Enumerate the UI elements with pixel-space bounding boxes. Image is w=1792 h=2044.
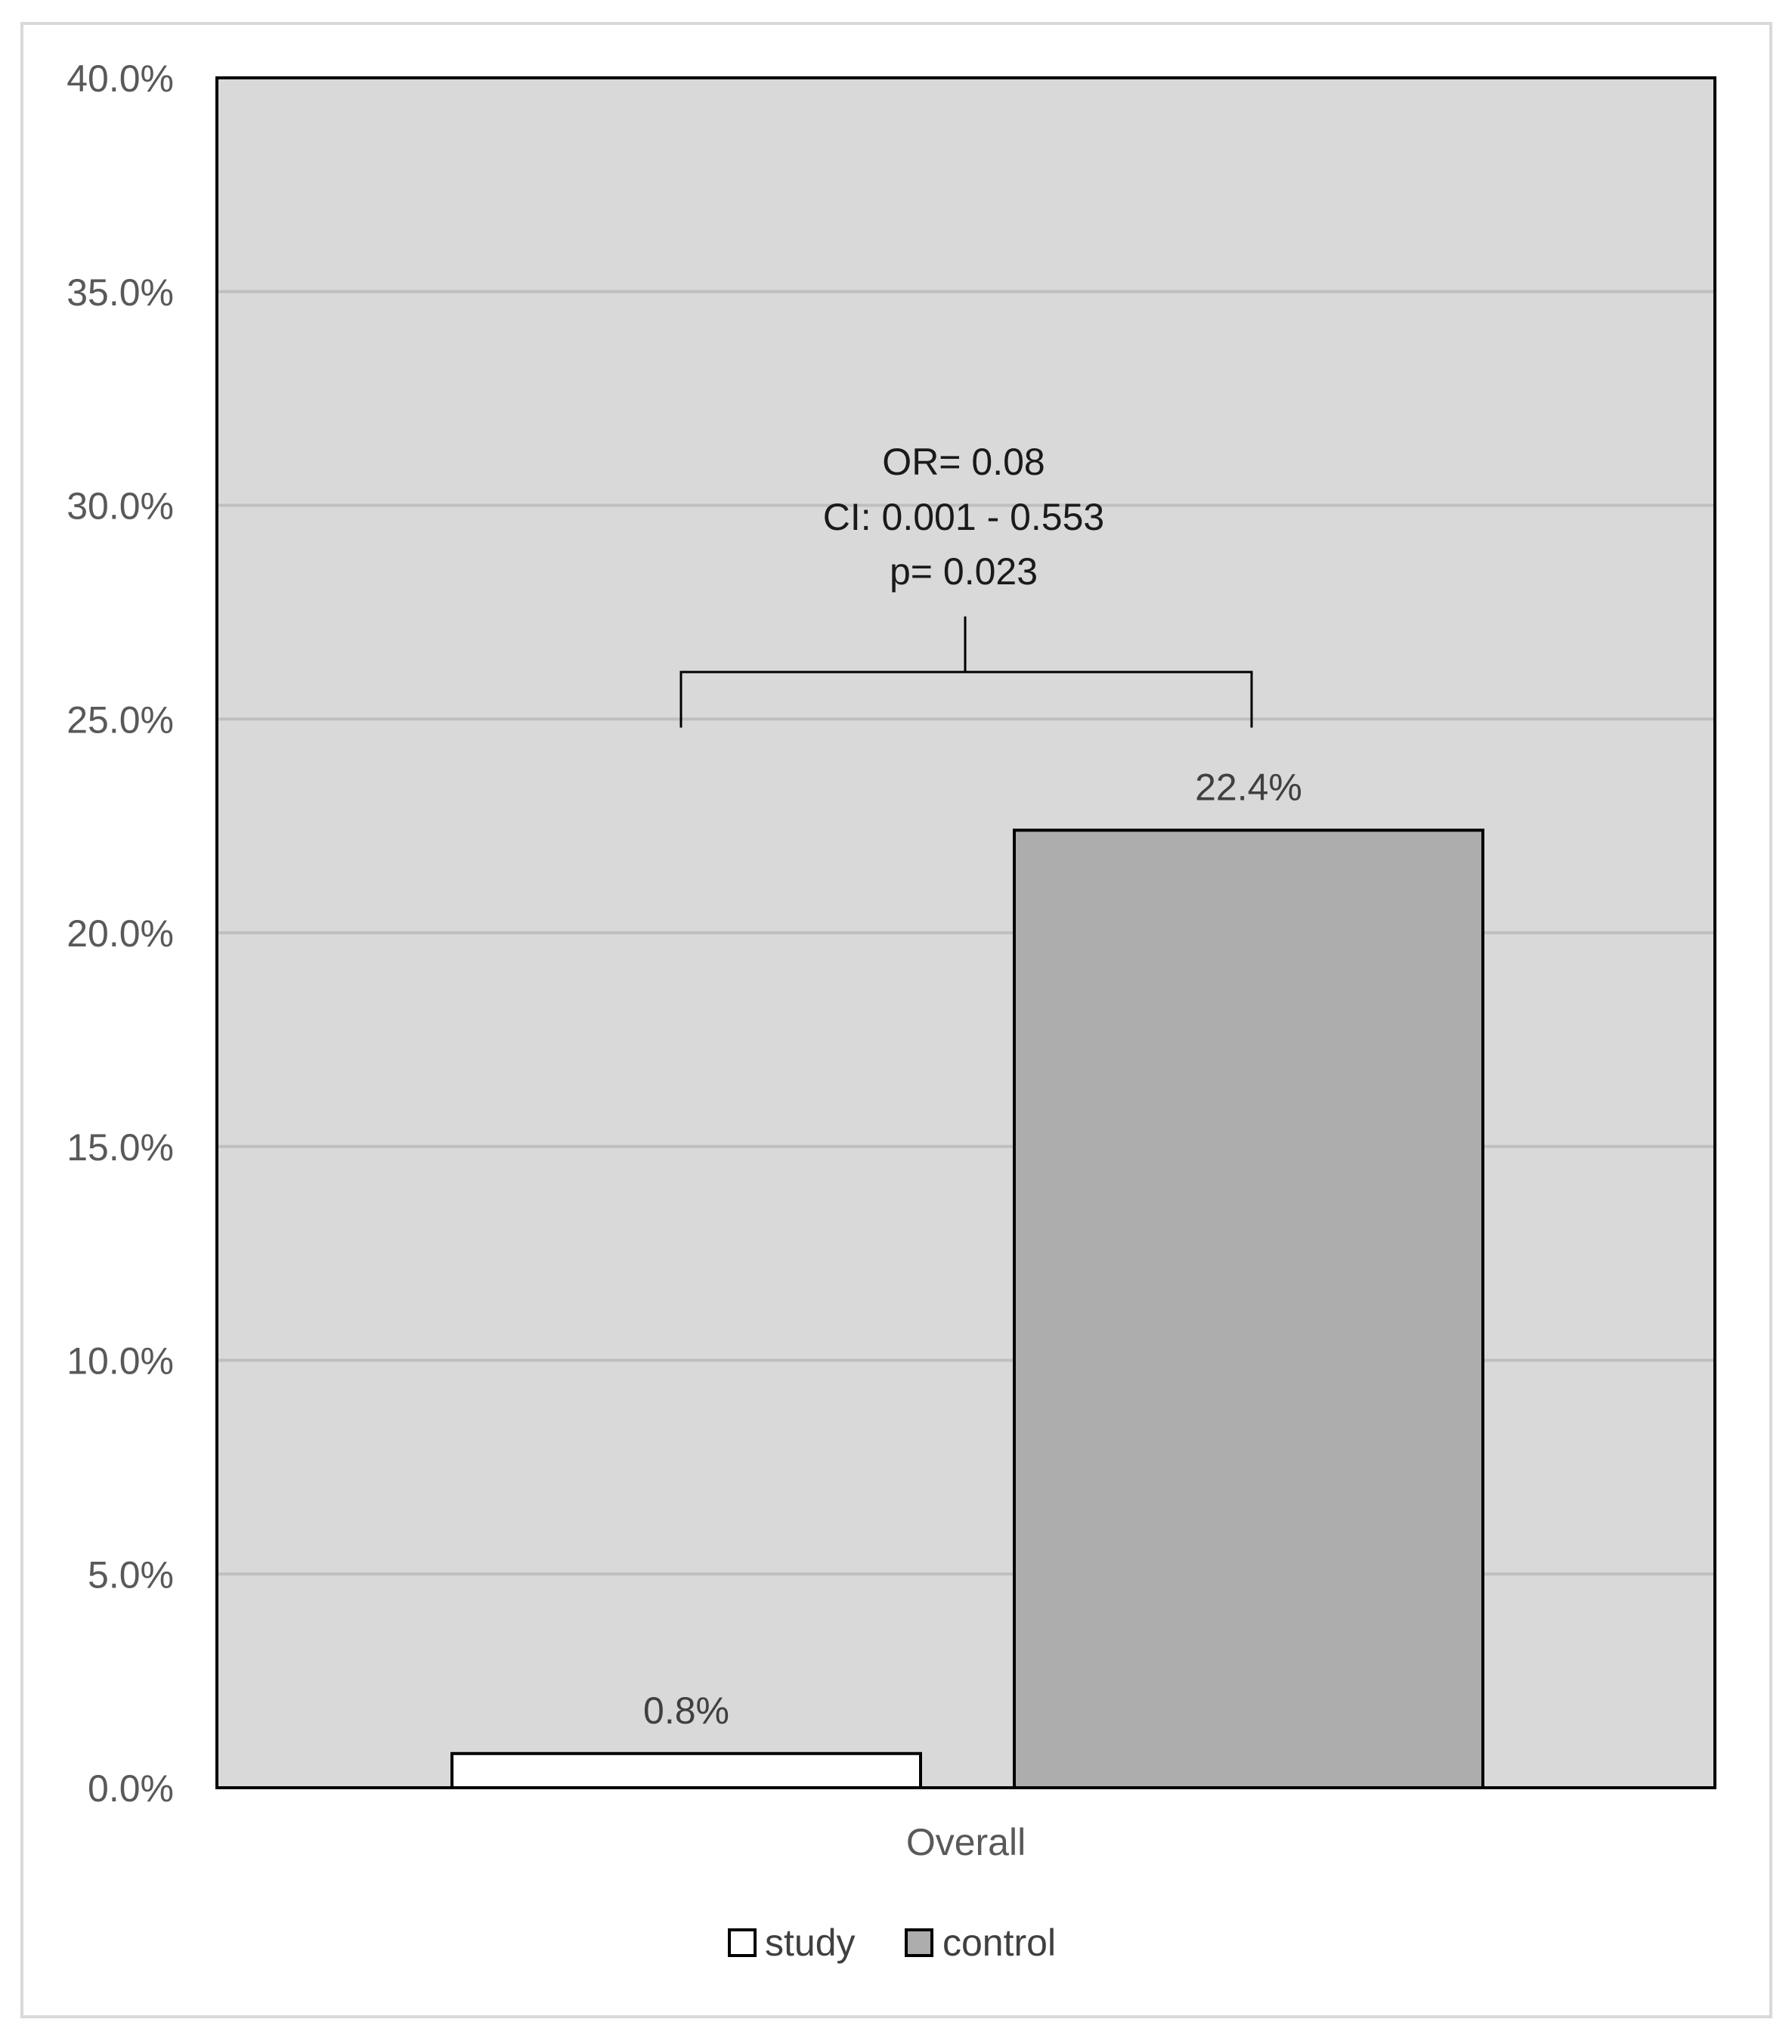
y-tick-label: 25.0% (67, 698, 174, 741)
x-axis-category-label: Overall (906, 1821, 1026, 1863)
annotation-line: OR= 0.08 (882, 441, 1045, 483)
y-tick-label: 10.0% (67, 1340, 174, 1383)
annotation-line: CI: 0.001 - 0.553 (823, 496, 1104, 538)
legend-swatch-control (905, 1928, 933, 1957)
legend: study control (728, 1922, 1056, 1964)
y-tick-label: 20.0% (67, 912, 174, 955)
y-tick-label: 35.0% (67, 271, 174, 314)
annotation-line: p= 0.023 (890, 550, 1038, 593)
data-label-study: 0.8% (643, 1689, 729, 1732)
y-tick-label: 15.0% (67, 1126, 174, 1169)
legend-label-control: control (942, 1922, 1056, 1964)
y-axis-tick-labels: 0.0% 5.0% 10.0% 15.0% 20.0% 25.0% 30.0% 35.0% 40… (67, 57, 174, 1810)
legend-swatch-study (728, 1928, 757, 1957)
y-tick-label: 30.0% (67, 485, 174, 528)
plot-border (215, 76, 1716, 1789)
legend-label-study: study (765, 1922, 856, 1964)
y-tick-label: 40.0% (67, 57, 174, 100)
data-labels: 0.8% 22.4% (643, 766, 1302, 1731)
y-tick-label: 0.0% (88, 1767, 174, 1810)
significance-annotation: OR= 0.08 CI: 0.001 - 0.553 p= 0.023 (679, 441, 1253, 728)
data-label-control: 22.4% (1195, 766, 1302, 808)
y-tick-label: 5.0% (88, 1553, 174, 1596)
bar-study (450, 1751, 922, 1790)
bar-control (1013, 828, 1484, 1789)
